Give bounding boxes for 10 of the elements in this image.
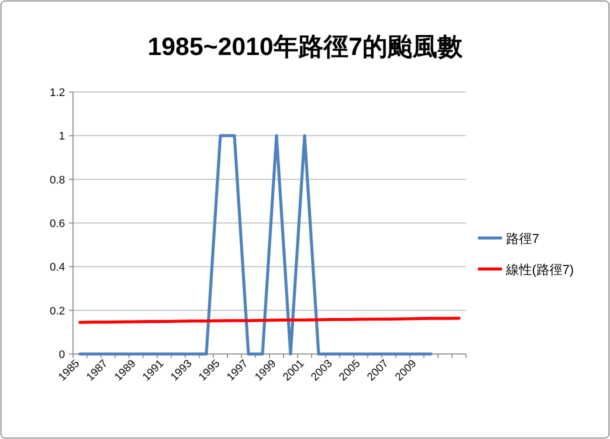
y-tick-label: 0.8 (50, 174, 65, 186)
y-tick-label: 0.4 (50, 262, 65, 274)
y-tick-label: 1 (58, 130, 65, 143)
legend-label: 路徑7 (506, 231, 540, 246)
y-tick-label: 1.2 (50, 87, 65, 99)
chart-title: 1985~2010年路徑7的颱風數 (148, 33, 464, 61)
y-tick-label: 0.6 (50, 218, 65, 230)
legend-label: 線性(路徑7) (505, 262, 574, 277)
y-tick-label: 0.2 (50, 305, 65, 318)
y-tick-label: 0 (58, 349, 65, 361)
